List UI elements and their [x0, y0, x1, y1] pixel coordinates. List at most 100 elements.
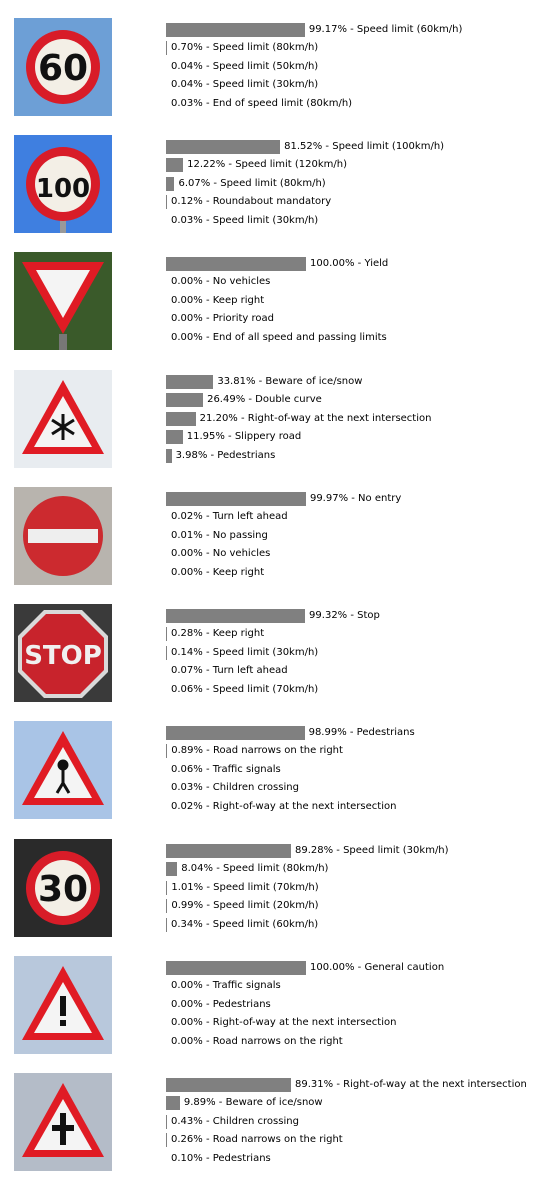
- probability-bar: [166, 961, 306, 975]
- probability-label: 33.81% - Beware of ice/snow: [217, 376, 363, 387]
- probability-label: 0.70% - Speed limit (80km/h): [171, 42, 319, 53]
- general-caution-sign-image: [14, 956, 112, 1054]
- ice-snow-warning-sign-icon: [14, 370, 112, 468]
- probability-label: 0.02% - Turn left ahead: [171, 511, 288, 522]
- probability-label: 8.04% - Speed limit (80km/h): [181, 863, 329, 874]
- probability-label: 0.03% - End of speed limit (80km/h): [171, 98, 353, 109]
- probability-bar: [166, 393, 204, 407]
- probability-label: 1.01% - Speed limit (70km/h): [171, 882, 319, 893]
- no-entry-sign-image: [14, 487, 112, 585]
- probability-label: 12.22% - Speed limit (120km/h): [187, 159, 348, 170]
- probability-label: 100.00% - Yield: [310, 258, 389, 269]
- probability-bar: [166, 195, 167, 209]
- speed-limit-60-sign-icon: 60: [14, 18, 112, 116]
- sign-face: [35, 156, 91, 212]
- probability-label: 26.49% - Double curve: [207, 394, 322, 405]
- probability-bars: 81.52% - Speed limit (100km/h) 12.22% - S…: [166, 135, 556, 235]
- sign-face: [36, 270, 90, 318]
- probability-bar: [166, 412, 196, 426]
- probability-bars: 89.31% - Right-of-way at the next inters…: [166, 1073, 556, 1173]
- probability-label: 0.00% - Keep right: [171, 567, 265, 578]
- pedestrians-warning-sign-icon: [14, 721, 112, 819]
- probability-label: 0.03% - Speed limit (30km/h): [171, 215, 319, 226]
- probability-bar: [166, 1096, 180, 1110]
- probability-label: 98.99% - Pedestrians: [308, 727, 415, 738]
- probability-bar: [166, 1115, 167, 1129]
- probability-label: 99.17% - Speed limit (60km/h): [308, 24, 463, 35]
- no-entry-sign-icon: [14, 487, 112, 585]
- speed-limit-30-sign-image: 30: [14, 839, 112, 937]
- prediction-row: 60 99.17% - Speed limit (60km/h) 0.70% - S…: [0, 18, 556, 118]
- probability-bar: [166, 140, 281, 154]
- probability-bar: [166, 1078, 292, 1092]
- probability-label: 0.99% - Speed limit (20km/h): [171, 900, 319, 911]
- speed-limit-30-sign-icon: 30: [14, 839, 112, 937]
- probability-bar: [166, 41, 167, 55]
- snowflake-symbol: [51, 414, 75, 440]
- probability-bar: [166, 881, 168, 895]
- probability-bar: [166, 646, 167, 660]
- probability-bars: 33.81% - Beware of ice/snow 26.49% - Doub…: [166, 370, 556, 470]
- prediction-row: STOP 99.32% - Stop 0.28% - Keep right 0.14%…: [0, 604, 556, 704]
- probability-bars: 99.97% - No entry 0.02% - Turn left ahead…: [166, 487, 556, 587]
- prediction-row: 30 89.28% - Speed limit (30km/h) 8.04% - S…: [0, 839, 556, 939]
- probability-bar: [166, 375, 214, 389]
- probability-label: 0.01% - No passing: [171, 530, 268, 541]
- probability-label: 0.34% - Speed limit (60km/h): [171, 919, 319, 930]
- probability-label: 0.00% - End of all speed and passing lim…: [171, 332, 387, 343]
- yield-sign-icon: [14, 252, 112, 350]
- probability-label: 0.06% - Traffic signals: [171, 764, 281, 775]
- general-caution-sign-icon: [14, 956, 112, 1054]
- sign-bar: [28, 529, 98, 543]
- probability-bar: [166, 430, 183, 444]
- probability-label: 11.95% - Slippery road: [186, 431, 302, 442]
- probability-label: 0.12% - Roundabout mandatory: [171, 196, 332, 207]
- probability-label: 0.00% - No vehicles: [171, 276, 271, 287]
- probability-label: 0.03% - Children crossing: [171, 782, 299, 793]
- probability-bar: [166, 744, 168, 758]
- probability-label: 89.28% - Speed limit (30km/h): [294, 845, 449, 856]
- probability-bars: 100.00% - General caution 0.00% - Traffic…: [166, 956, 556, 1056]
- probability-bar: [166, 918, 167, 932]
- probability-bar: [166, 158, 184, 172]
- probability-bars: 98.99% - Pedestrians 0.89% - Road narrows…: [166, 721, 556, 821]
- probability-bars: 99.17% - Speed limit (60km/h) 0.70% - Spe…: [166, 18, 556, 118]
- sign-pole: [60, 215, 66, 233]
- sign-face: [35, 860, 91, 916]
- prediction-row: 33.81% - Beware of ice/snow 26.49% - Doub…: [0, 370, 556, 470]
- stop-sign-image: STOP: [14, 604, 112, 702]
- sign-digits: 60: [38, 48, 88, 89]
- probability-bars: 100.00% - Yield 0.00% - No vehicles 0.00% …: [166, 252, 556, 352]
- exclamation-dot: [60, 1020, 66, 1026]
- stop-sign-icon: STOP: [14, 604, 112, 702]
- probability-label: 0.07% - Turn left ahead: [171, 665, 288, 676]
- right-of-way-sign-icon: [14, 1073, 112, 1171]
- sign-digits: 30: [38, 869, 88, 910]
- sign-digits: 100: [36, 174, 90, 204]
- prediction-row: 100.00% - Yield 0.00% - No vehicles 0.00% …: [0, 252, 556, 352]
- probability-label: 0.00% - Keep right: [171, 295, 265, 306]
- cross-horizontal: [52, 1125, 74, 1131]
- probability-label: 3.98% - Pedestrians: [175, 450, 276, 461]
- probability-label: 0.04% - Speed limit (50km/h): [171, 61, 319, 72]
- probability-label: 81.52% - Speed limit (100km/h): [284, 141, 445, 152]
- probability-label: 0.28% - Keep right: [171, 628, 265, 639]
- probability-label: 0.06% - Speed limit (70km/h): [171, 684, 319, 695]
- sign-face: [22, 614, 104, 694]
- sign-stop-text: STOP: [24, 641, 102, 671]
- ice-snow-warning-sign-image: [14, 370, 112, 468]
- probability-label: 0.00% - Right-of-way at the next interse…: [171, 1017, 397, 1028]
- probability-bar: [166, 1133, 167, 1147]
- probability-label: 0.00% - Priority road: [171, 313, 274, 324]
- probability-label: 0.00% - No vehicles: [171, 548, 271, 559]
- probability-label: 0.89% - Road narrows on the right: [171, 745, 343, 756]
- probability-bar: [166, 492, 306, 506]
- probability-label: 0.00% - Traffic signals: [171, 980, 281, 991]
- probability-label: 100.00% - General caution: [310, 962, 445, 973]
- exclamation-bar: [60, 996, 66, 1016]
- probability-label: 99.97% - No entry: [309, 493, 402, 504]
- sign-pole: [59, 334, 67, 350]
- probability-bar: [166, 23, 305, 37]
- probability-label: 89.31% - Right-of-way at the next inters…: [295, 1079, 527, 1090]
- prediction-row: 89.31% - Right-of-way at the next inters…: [0, 1073, 556, 1173]
